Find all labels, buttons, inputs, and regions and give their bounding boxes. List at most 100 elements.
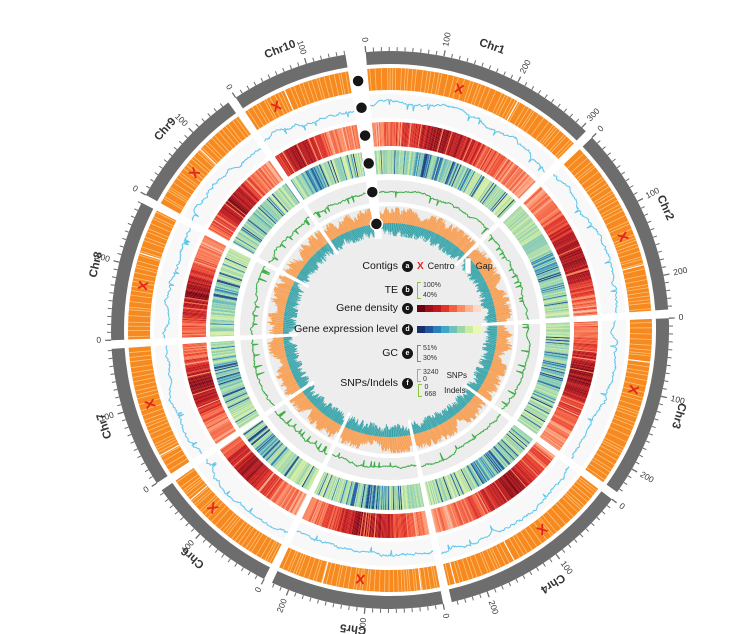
contig-boundary	[293, 552, 302, 574]
contig-boundary	[188, 162, 206, 177]
contig-boundary	[207, 502, 224, 519]
gc-band-bg	[418, 407, 510, 477]
tick	[435, 50, 438, 55]
te-line	[441, 466, 570, 555]
tick	[202, 539, 207, 543]
contig-boundary	[410, 68, 414, 91]
contig-boundary	[185, 480, 204, 495]
contig-boundary	[458, 78, 466, 101]
contig-boundary	[521, 111, 535, 131]
tick	[464, 598, 467, 603]
contig-boundary	[143, 240, 165, 249]
contig-boundary	[432, 566, 438, 588]
legend-row-contigs: Contigs a X Centro Gap	[278, 258, 493, 274]
tick	[363, 607, 366, 614]
legend-label-gc: GC	[382, 347, 398, 359]
chromosome-label: Chr2	[654, 194, 676, 223]
track-f-ring-badge: f	[369, 0, 384, 231]
te-line	[191, 148, 262, 221]
tick	[113, 268, 118, 271]
tick-label: 0	[678, 312, 683, 322]
gc-line	[249, 265, 271, 336]
contig-boundary	[625, 376, 648, 382]
tick-label: 100	[357, 617, 368, 632]
tick	[575, 118, 580, 123]
contig-boundary	[356, 567, 360, 590]
tick	[134, 208, 139, 211]
contig-boundary	[593, 190, 613, 203]
tick	[122, 237, 127, 241]
contig-boundary	[188, 482, 206, 498]
contig-boundary	[474, 554, 483, 576]
gene-density-track	[181, 235, 227, 338]
chromosome-ring-arc	[448, 491, 612, 603]
chromosome-ring-arc	[235, 54, 348, 109]
contig-boundary	[250, 533, 264, 553]
contig-boundary	[567, 490, 585, 506]
te-min: 40%	[423, 291, 438, 299]
tick	[551, 98, 555, 103]
contig-boundary	[591, 459, 611, 473]
contig-boundary	[613, 417, 634, 427]
snp-indel-histogram	[323, 208, 375, 252]
contig-boundary	[214, 508, 231, 526]
contig-boundary	[577, 478, 596, 494]
tick	[563, 108, 567, 113]
gene-density-track	[430, 441, 556, 533]
tick-label: 0	[96, 335, 101, 345]
te-band-bg	[562, 320, 627, 468]
contig-boundary	[165, 454, 186, 467]
te-line	[162, 228, 191, 339]
contig-boundary	[178, 174, 198, 189]
contig-boundary	[419, 70, 424, 92]
contig-boundary	[237, 116, 252, 135]
contig-boundary	[627, 363, 650, 368]
tick	[253, 81, 257, 86]
contig-boundary	[312, 559, 321, 581]
contig-boundary	[134, 381, 156, 387]
contig-boundary	[619, 399, 641, 408]
contig-boundary	[193, 156, 211, 172]
snp-indel-histogram	[461, 247, 513, 323]
gc-line	[421, 414, 501, 468]
assembly-gap-mark	[139, 252, 161, 260]
tick-label: 100	[95, 251, 111, 264]
tick-label: 100	[670, 393, 686, 406]
tick-label: 0	[252, 585, 263, 594]
tick	[501, 585, 504, 590]
assembly-gap-mark	[449, 562, 456, 584]
contig-boundary	[201, 496, 218, 513]
tick	[591, 522, 595, 527]
track-c-badge: c	[402, 302, 413, 314]
contig-boundary	[469, 556, 478, 578]
contig-boundary	[495, 94, 506, 115]
contig-boundary	[477, 86, 487, 107]
contig-boundary	[133, 277, 155, 283]
contig-boundary	[303, 556, 312, 578]
contig-boundary	[380, 68, 383, 91]
color-swatch	[425, 325, 433, 333]
tick	[124, 230, 129, 233]
contig-boundary	[590, 186, 610, 199]
chromosome-label: Chr10	[263, 38, 298, 61]
tick	[109, 365, 114, 368]
contig-boundary	[338, 73, 344, 95]
tick	[657, 250, 662, 253]
te-line	[205, 458, 289, 533]
contig-boundary	[624, 274, 647, 280]
tick	[606, 505, 611, 509]
tick	[664, 380, 669, 383]
contig-boundary	[182, 476, 201, 491]
tick-label: 200	[517, 58, 533, 75]
chromosome-label: Chr1	[478, 37, 507, 57]
tick	[169, 505, 174, 509]
tick	[443, 50, 446, 57]
tick	[260, 77, 264, 82]
tick	[581, 122, 587, 128]
contig-boundary	[624, 381, 646, 387]
track-e-badge: e	[402, 347, 413, 359]
tick-label: 0	[141, 484, 151, 495]
contig-boundary	[601, 206, 622, 218]
